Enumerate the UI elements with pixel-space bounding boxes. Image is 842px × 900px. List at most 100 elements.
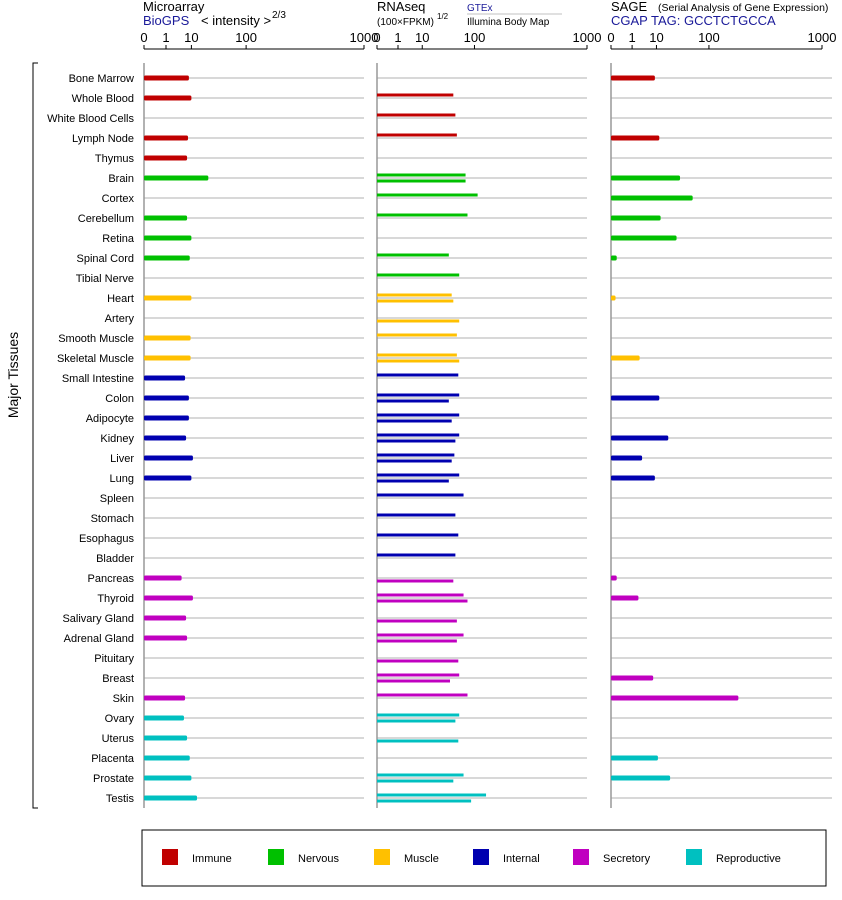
- sage-tick-label: 1: [628, 30, 635, 45]
- microarray-tick-label: 1000: [350, 30, 379, 45]
- rnaseq-gtex-bar: [377, 453, 455, 457]
- microarray-bar: [144, 795, 198, 801]
- microarray-bar: [144, 135, 188, 141]
- rnaseq-tick-label: 10: [415, 30, 429, 45]
- microarray-bar: [144, 475, 192, 481]
- rnaseq-ibm-bar: [377, 599, 468, 603]
- sage-bar: [611, 455, 643, 461]
- microarray-title: Microarray: [143, 0, 205, 14]
- sage-subtitle: (Serial Analysis of Gene Expression): [658, 2, 828, 14]
- rnaseq-gtex-bar: [377, 633, 464, 637]
- tissue-label: Prostate: [93, 773, 134, 785]
- rnaseq-ibm-bar: [377, 779, 454, 783]
- microarray-tick-label: 1: [162, 30, 169, 45]
- tissue-label: Bone Marrow: [69, 73, 134, 85]
- legend-label-secretory: Secretory: [603, 853, 651, 865]
- bars: [144, 75, 739, 803]
- microarray-bar: [144, 415, 189, 421]
- sage-bar: [611, 675, 654, 681]
- sage-bar: [611, 295, 616, 301]
- microarray-bar: [144, 175, 209, 181]
- rnaseq-ibm-bar: [377, 619, 457, 623]
- microarray-tick-label: 10: [184, 30, 198, 45]
- sage-bar: [611, 575, 617, 581]
- legend-label-reproductive: Reproductive: [716, 853, 781, 865]
- sage-bar: [611, 175, 681, 181]
- rnaseq-gtex-bar: [377, 693, 468, 697]
- rnaseq-gtex-bar: [377, 353, 457, 357]
- microarray-bar: [144, 235, 192, 241]
- tissue-label: Salivary Gland: [62, 613, 134, 625]
- rnaseq-ibm-bar: [377, 459, 452, 463]
- sage-bar: [611, 775, 671, 781]
- tissue-label: White Blood Cells: [47, 113, 134, 125]
- microarray-bar: [144, 695, 186, 701]
- tissue-label: Pituitary: [94, 653, 134, 665]
- sage-tick-label: 100: [698, 30, 720, 45]
- tissue-label: Bladder: [96, 553, 134, 565]
- y-axis-label: Major Tissues: [5, 332, 21, 418]
- rnaseq-ibm-bar: [377, 299, 454, 303]
- legend-label-nervous: Nervous: [298, 853, 339, 865]
- rnaseq-gtex-bar: [377, 713, 460, 717]
- tissue-label: Stomach: [91, 513, 134, 525]
- microarray-bar: [144, 755, 190, 761]
- microarray-bar: [144, 615, 187, 621]
- microarray-bar: [144, 735, 188, 741]
- rnaseq-header: RNAseq (100×FPKM) 1/2 GTEx Illumina Body…: [377, 0, 562, 28]
- rnaseq-ibm-bar: [377, 659, 459, 663]
- rnaseq-gtex-bar: [377, 793, 487, 797]
- microarray-bar: [144, 575, 182, 581]
- tissue-label: Testis: [106, 793, 135, 805]
- rnaseq-tick-label: 100: [464, 30, 486, 45]
- rnaseq-gtex-bar: [377, 433, 460, 437]
- sage-bar: [611, 255, 617, 261]
- microarray-tick-label: 100: [235, 30, 257, 45]
- sage-tick-label: 10: [649, 30, 663, 45]
- microarray-bar: [144, 335, 191, 341]
- sage-bar: [611, 595, 639, 601]
- tissue-label: Small Intestine: [62, 373, 134, 385]
- tissue-label: Lung: [110, 473, 134, 485]
- tissue-label: Placenta: [91, 753, 135, 765]
- sage-bar: [611, 135, 660, 141]
- sage-header: SAGE (Serial Analysis of Gene Expression…: [611, 0, 828, 28]
- tissue-label: Retina: [102, 233, 135, 245]
- rnaseq-gtex-bar: [377, 393, 460, 397]
- sage-bar: [611, 235, 677, 241]
- sage-bar: [611, 195, 693, 201]
- microarray-bar: [144, 715, 184, 721]
- sage-bar: [611, 355, 640, 361]
- tissue-label: Pancreas: [88, 573, 135, 585]
- microarray-bar: [144, 635, 188, 641]
- tissue-label: Whole Blood: [72, 93, 134, 105]
- tissue-label: Skin: [113, 693, 134, 705]
- rnaseq-ibm-bar: [377, 679, 450, 683]
- rnaseq-ibm-bar: [377, 639, 457, 643]
- rnaseq-gtex-bar: [377, 373, 459, 377]
- microarray-source: BioGPS: [143, 13, 190, 28]
- tissue-label: Colon: [105, 393, 134, 405]
- rnaseq-gtex-bar: [377, 773, 464, 777]
- legend-label-muscle: Muscle: [404, 853, 439, 865]
- tissue-label: Artery: [105, 313, 135, 325]
- microarray-tick-label: 0: [140, 30, 147, 45]
- rnaseq-gtex-bar: [377, 473, 460, 477]
- rnaseq-ibm-bar: [377, 179, 466, 183]
- sage-tick-label: 0: [607, 30, 614, 45]
- rnaseq-scale-exponent: 1/2: [437, 12, 449, 21]
- microarray-bar: [144, 435, 187, 441]
- tissue-label: Tibial Nerve: [76, 273, 134, 285]
- microarray-bar: [144, 375, 186, 381]
- rnaseq-gtex-bar: [377, 413, 460, 417]
- rnaseq-gtex-bar: [377, 173, 466, 177]
- microarray-bar: [144, 455, 193, 461]
- microarray-bar: [144, 95, 192, 101]
- microarray-bar: [144, 395, 189, 401]
- rnaseq-gtex-bar: [377, 273, 460, 277]
- sage-bar: [611, 695, 739, 701]
- tissue-label: Thyroid: [97, 593, 134, 605]
- legend-swatch-secretory: [573, 849, 589, 865]
